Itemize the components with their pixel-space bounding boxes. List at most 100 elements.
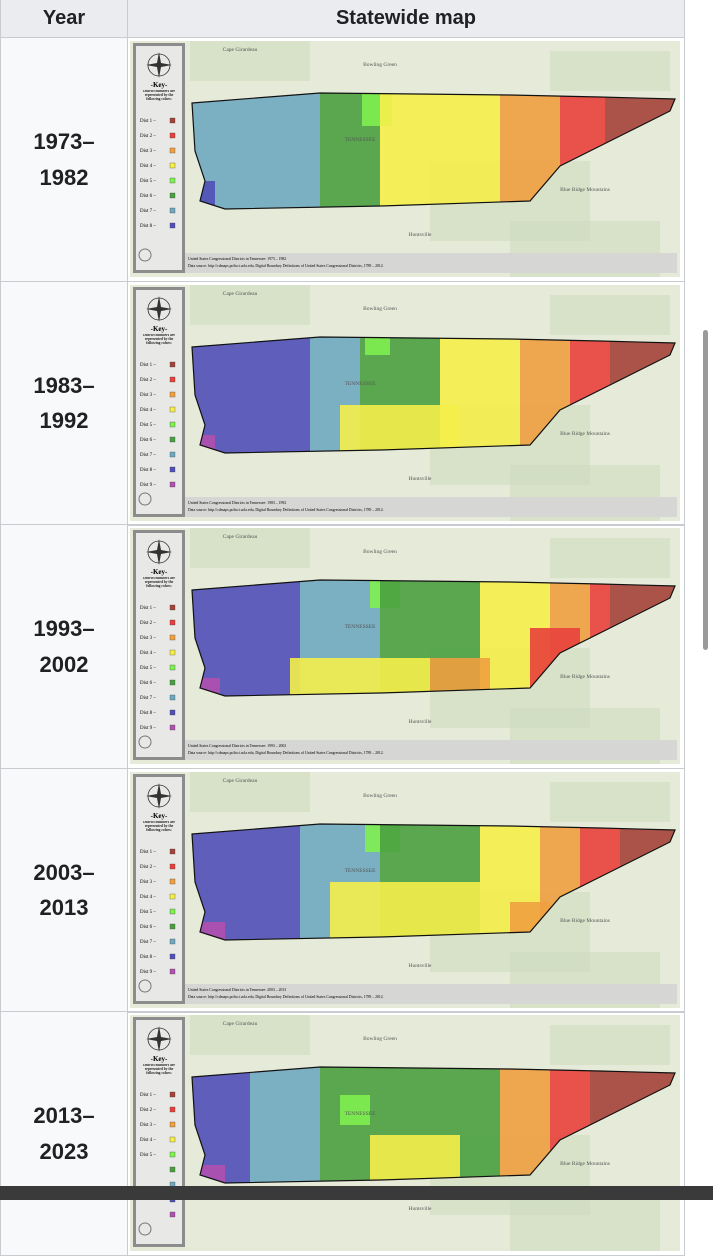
key-label: Dist 5 – [140,1153,156,1158]
key-swatch [169,953,176,959]
year-cell: 2013–2023 [0,1011,128,1256]
key-label: Dist 8 – [140,711,156,716]
district-region [440,336,520,453]
place-label: Bowling Green [363,306,397,312]
terrain [550,294,670,335]
key-label: Dist 2 – [140,1108,156,1113]
key-logo [138,735,152,749]
key-label: Dist 4 – [140,651,156,656]
key-label: Dist 3 – [140,1123,156,1128]
state-outline [191,92,676,210]
key-inner [136,533,182,757]
state-outline [191,579,676,697]
key-label: Dist 1 – [140,606,156,611]
district-region [380,93,500,209]
key-logo [138,492,152,505]
year-label: 1983–1992 [33,372,95,433]
year-cell: 1973–1982 [0,37,128,282]
key-label: Dist 5 – [140,910,156,915]
key-swatch [169,481,176,487]
key-label: Dist 3 – [140,636,156,641]
key-swatch [169,436,176,442]
key-label: Dist 9 – [140,970,156,975]
key-swatch [169,376,176,382]
place-label: Huntsville [409,963,432,969]
key-label: Dist 1 – [140,850,156,855]
caption: United States Congressional Districts in… [188,501,286,505]
map-cell [127,767,685,1013]
key-label: Dist 6 – [140,438,156,443]
key-swatch [169,649,176,656]
key-label: Dist 8 – [140,468,156,473]
place-label: TENNESSEE [345,1111,377,1117]
map-cell [127,524,685,769]
place-label: Huntsville [409,719,432,725]
key-swatch [169,679,176,686]
key-swatch [169,923,176,929]
header-year: Year [0,0,128,38]
key-logo [138,248,152,262]
key-swatch [169,1211,176,1218]
terrain [190,528,310,568]
place-label: Bowling Green [363,62,397,68]
bottom-bar [0,1186,713,1200]
key-logo [138,979,152,992]
place-label: Blue Ridge Mountains [560,918,610,924]
state-outline [191,822,676,941]
key-label: Dist 3 – [140,149,156,154]
key-swatch [169,938,176,944]
caption: United States Congressional Districts in… [188,988,286,992]
key-swatch [169,634,176,641]
key-inner [136,289,182,514]
district-region [192,580,300,696]
key-label: Dist 7 – [140,940,156,945]
district-map: Cape Girardeau Bowling Green TENNESSEE Hunt… [130,284,680,521]
place-label: Blue Ridge Mountains [560,1161,610,1167]
place-label: Huntsville [409,476,432,482]
place-label: TENNESSEE [345,381,377,387]
key-label: Dist 2 – [140,378,156,383]
key-swatch [169,1151,176,1158]
district-region [192,823,300,940]
year-cell: 1983–1992 [0,280,128,526]
key-swatch [169,222,176,229]
key-title: -Key- [151,1055,168,1063]
key-swatch [169,451,176,457]
key-swatch [169,177,176,184]
page: Year Statewide map 1973–1982 Cape Girarde… [0,0,685,1256]
key-swatch [169,162,176,169]
year-label: 1993–2002 [33,616,95,677]
key-note: District numbers are represented by the … [143,820,175,832]
key-swatch [169,724,176,731]
key-label: Dist 8 – [140,955,156,960]
year-label: 2013–2023 [33,1103,95,1164]
terrain [190,41,310,81]
place-label: Cape Girardeau [223,291,258,297]
key-swatch [169,207,176,214]
place-label: Bowling Green [363,1036,397,1042]
compass-star [146,539,172,565]
key-title: -Key- [151,812,168,820]
place-label: Huntsville [409,232,432,238]
year-label: 1973–1982 [33,129,95,190]
key-swatch [169,117,176,124]
key-label: Dist 7 – [140,453,156,458]
terrain [190,1015,310,1055]
place-label: Blue Ridge Mountains [560,187,610,193]
terrain [190,771,310,812]
map-cell [127,280,685,526]
key-label: Dist 1 – [140,363,156,368]
terrain [550,538,670,578]
key-label: Dist 5 – [140,179,156,184]
district-region [330,881,480,940]
key-label: Dist 9 – [140,483,156,488]
key-note: District numbers are represented by the … [143,90,175,101]
district-map: Cape Girardeau Bowling Green TENNESSEE Hunt… [130,528,680,764]
place-label: TENNESSEE [345,868,377,874]
key-label: Dist 2 – [140,134,156,139]
key-label: Dist 4 – [140,1138,156,1143]
key-label: Dist 1 – [140,119,156,124]
key-label: Dist 6 – [140,194,156,199]
terrain [190,284,310,325]
district-map: Cape Girardeau Bowling Green TENNESSEE Hunt… [130,1015,680,1251]
